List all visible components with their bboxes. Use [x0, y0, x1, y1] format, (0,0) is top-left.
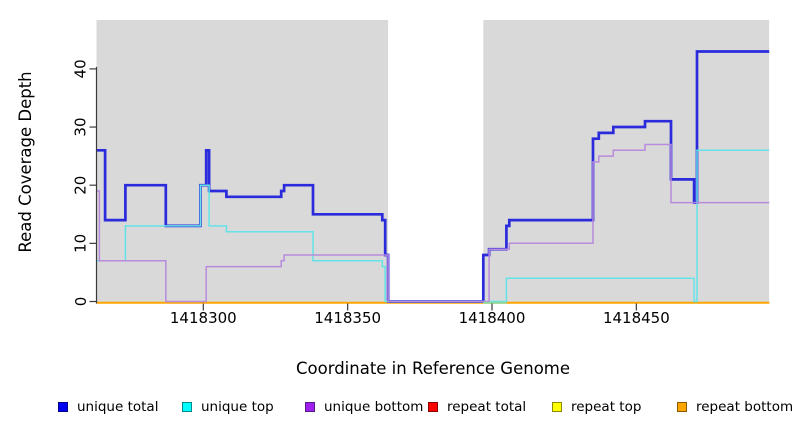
series-unique-bottom-line	[96, 143, 770, 303]
x-tick-label: 1418300	[170, 309, 237, 327]
series-lines	[96, 50, 770, 304]
legend-swatch-icon	[305, 402, 315, 412]
legend-label: unique bottom	[324, 399, 424, 415]
legend-item-repeat-total: repeat total	[428, 399, 526, 415]
legend-swatch-icon	[182, 402, 192, 412]
legend-swatch-icon	[58, 402, 68, 412]
legend-label: repeat top	[571, 399, 642, 415]
legend-item-unique-bottom: unique bottom	[305, 399, 423, 415]
legend-item-unique-total: unique total	[58, 399, 158, 415]
y-tick-label: 10	[72, 234, 90, 253]
plot-legend: unique total unique top unique bottom repea…	[0, 399, 792, 421]
legend-label: repeat bottom	[696, 399, 792, 415]
legend-swatch-icon	[552, 402, 562, 412]
x-axis-title: Coordinate in Reference Genome	[296, 359, 570, 378]
sequenced-region-background	[483, 20, 770, 304]
legend-label: repeat total	[447, 399, 527, 415]
y-tick-label: 40	[72, 59, 90, 78]
y-tick-label: 20	[72, 176, 90, 195]
legend-swatch-icon	[428, 402, 438, 412]
sequenced-region-background	[96, 20, 389, 304]
y-tick-label: 30	[72, 118, 90, 137]
y-tick-label: 0	[72, 297, 90, 307]
x-tick-label: 1418450	[603, 309, 670, 327]
legend-swatch-icon	[677, 402, 687, 412]
legend-item-repeat-bottom: repeat bottom	[677, 399, 792, 415]
x-tick-label: 1418350	[314, 309, 381, 327]
x-tick-label: 1418400	[459, 309, 526, 327]
series-unique-top-line	[96, 149, 770, 303]
legend-item-unique-top: unique top	[182, 399, 274, 415]
y-axis-title: Read Coverage Depth	[16, 71, 35, 252]
axes: 0 10 20 30 40 1418300 1418350 1418400 1418450	[72, 59, 670, 327]
legend-item-repeat-top: repeat top	[552, 399, 641, 415]
legend-label: unique top	[201, 399, 274, 415]
plot-background	[96, 20, 770, 304]
coverage-plot: 0 10 20 30 40 1418300 1418350 1418400 1418450 Co…	[16, 20, 770, 378]
legend-label: unique total	[77, 399, 159, 415]
